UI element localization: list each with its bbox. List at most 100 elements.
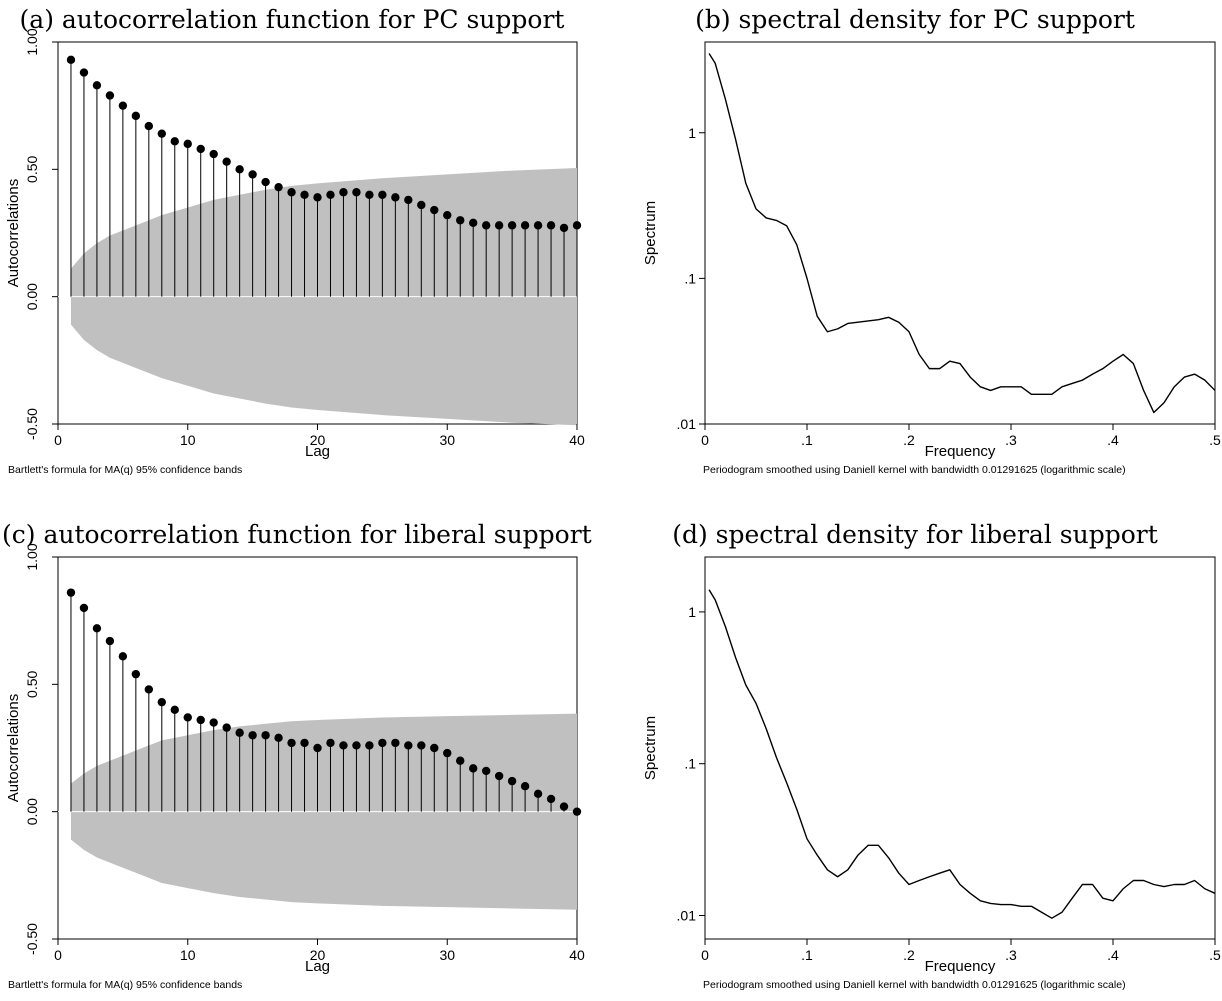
- acf-point: [92, 624, 102, 633]
- y-tick-label: -0.50: [24, 408, 40, 440]
- acf-point: [326, 190, 335, 199]
- acf-point: [507, 221, 517, 230]
- acf-point: [456, 216, 465, 225]
- x-axis-title: Lag: [305, 958, 330, 975]
- x-tick-label: 0: [701, 947, 709, 963]
- acf-point: [261, 731, 270, 740]
- y-tick-label: .01: [677, 907, 697, 923]
- acf-point: [443, 748, 452, 758]
- plot-frame: [704, 556, 1216, 940]
- x-tick-label: .5: [1209, 947, 1221, 963]
- acf-point: [313, 193, 322, 202]
- acf-point: [365, 741, 374, 750]
- acf-point: [352, 188, 361, 197]
- x-tick-label: 10: [180, 432, 196, 448]
- acf-point: [79, 68, 89, 77]
- x-tick-label: 20: [310, 947, 326, 963]
- acf-point: [559, 223, 569, 233]
- y-tick-label: 1: [688, 125, 696, 141]
- acf-point: [79, 603, 89, 613]
- plot-frame: [704, 41, 1216, 425]
- acf-point: [144, 121, 154, 131]
- acf-point: [157, 129, 166, 138]
- panel-a: 0 10 20 30 40 -0.50 0.00 0.50 1.00 Lag Autocorrela…: [5, 28, 585, 476]
- y-tick-label: 0.00: [24, 283, 40, 310]
- x-tick-label: 40: [569, 432, 585, 448]
- y-tick-label: 0.50: [24, 670, 40, 697]
- y-tick-label: .1: [684, 756, 696, 772]
- acf-point: [131, 669, 141, 679]
- y-tick-label: 1: [688, 604, 696, 620]
- x-tick-label: 20: [310, 432, 326, 448]
- y-tick-label: -0.50: [24, 923, 40, 955]
- x-tick-label: .3: [1005, 947, 1017, 963]
- acf-point: [196, 144, 205, 154]
- acf-point: [533, 789, 543, 799]
- acf-point: [222, 157, 231, 166]
- y-axis-title: Spectrum: [642, 716, 659, 780]
- x-axis-title: Frequency: [925, 958, 996, 975]
- acf-point: [520, 221, 530, 230]
- acf-point: [326, 738, 335, 748]
- acf-point: [183, 139, 192, 149]
- x-tick-label: .4: [1107, 947, 1119, 963]
- acf-point: [520, 782, 530, 791]
- acf-point: [378, 190, 387, 199]
- x-tick-label: .5: [1209, 432, 1221, 448]
- acf-point: [118, 652, 128, 661]
- panel-d: 0 .1 .2 .3 .4 .5 .01 .1 1 Frequency Spectrum Period…: [642, 556, 1221, 991]
- acf-point: [469, 218, 478, 228]
- acf-point: [170, 137, 179, 146]
- acf-point: [572, 221, 582, 230]
- acf-point: [196, 715, 205, 725]
- chart-note: Periodogram smoothed using Daniell kerne…: [703, 979, 1126, 991]
- spectrum-line: [708, 589, 1216, 919]
- y-tick-label: 0.00: [24, 798, 40, 825]
- acf-point: [105, 91, 115, 100]
- acf-point: [391, 738, 400, 748]
- caption-c: (c) autocorrelation function for liberal…: [2, 520, 592, 549]
- x-tick-label: 30: [439, 947, 455, 963]
- x-tick-label: .1: [801, 432, 813, 448]
- acf-point: [417, 200, 426, 210]
- acf-point: [300, 190, 309, 199]
- acf-point: [365, 190, 374, 199]
- x-tick-label: 10: [180, 947, 196, 963]
- caption-b: (b) spectral density for PC support: [695, 5, 1135, 34]
- acf-point: [248, 731, 257, 740]
- acf-point: [339, 188, 348, 197]
- x-tick-label: .2: [903, 432, 915, 448]
- acf-point: [118, 101, 128, 110]
- acf-point: [66, 55, 76, 65]
- acf-point: [559, 802, 569, 811]
- acf-point: [546, 794, 556, 804]
- acf-point: [222, 723, 231, 732]
- acf-point: [404, 741, 413, 750]
- acf-point: [494, 221, 504, 230]
- y-tick-label: 0.50: [24, 155, 40, 182]
- acf-point: [352, 741, 361, 750]
- acf-point: [378, 738, 387, 748]
- x-tick-label: 40: [569, 947, 585, 963]
- acf-point: [533, 221, 543, 230]
- chart-note: Bartlett's formula for MA(q) 95% confide…: [8, 979, 242, 991]
- x-axis-title: Lag: [305, 443, 330, 460]
- acf-point: [546, 221, 556, 230]
- acf-point: [481, 766, 491, 776]
- acf-point: [287, 188, 296, 197]
- acf-point: [131, 111, 141, 121]
- caption-d: (d) spectral density for liberal support: [672, 520, 1158, 549]
- y-tick-label: .01: [677, 416, 697, 432]
- acf-point: [274, 733, 283, 743]
- acf-point: [274, 182, 283, 192]
- acf-point: [261, 177, 270, 187]
- x-tick-label: 0: [54, 432, 62, 448]
- acf-point: [507, 776, 517, 786]
- acf-point: [248, 170, 257, 179]
- acf-point: [209, 718, 218, 727]
- y-tick-label: 1.00: [24, 28, 40, 55]
- acf-point: [417, 741, 426, 750]
- y-tick-label: 1.00: [24, 543, 40, 570]
- panel-c: 0 10 20 30 40 -0.50 0.00 0.50 1.00 Lag Autocorrela…: [5, 543, 585, 991]
